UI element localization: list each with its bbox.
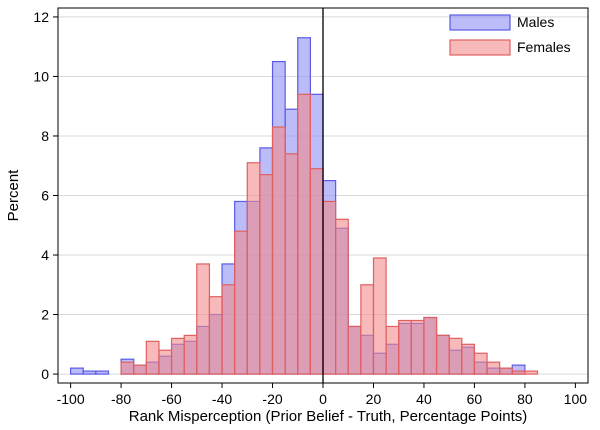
x-tick-label: 80 xyxy=(517,391,533,407)
bar-females xyxy=(335,218,349,375)
bar-males xyxy=(95,370,110,375)
y-tick-label: 6 xyxy=(41,188,49,204)
bar-females xyxy=(423,316,438,375)
y-tick-label: 2 xyxy=(41,307,49,323)
bar-females xyxy=(133,364,147,375)
bar-females xyxy=(524,370,539,375)
bar-females xyxy=(145,340,160,375)
x-tick-label: -60 xyxy=(161,391,181,407)
legend: Males Females xyxy=(449,14,571,56)
bar-females xyxy=(284,153,299,375)
x-axis-title: Rank Misperception (Prior Belief - Truth… xyxy=(129,408,528,425)
legend-swatch-males xyxy=(449,14,511,31)
bar-females xyxy=(183,334,198,375)
x-tick-label: 60 xyxy=(467,391,483,407)
x-tick-label: -40 xyxy=(212,391,232,407)
bar-females xyxy=(309,168,324,375)
y-tick-label: 10 xyxy=(33,68,49,84)
legend-swatch-females xyxy=(449,39,511,56)
y-tick-label: 4 xyxy=(41,247,49,263)
legend-label-females: Females xyxy=(517,39,571,55)
bar-females xyxy=(208,296,223,375)
bar-females xyxy=(234,230,248,375)
bar-females xyxy=(385,325,400,375)
x-tick-label: 20 xyxy=(366,391,382,407)
x-tick-label: 0 xyxy=(319,391,327,407)
bar-females xyxy=(410,319,425,375)
bar-females xyxy=(473,352,488,375)
bar-females xyxy=(360,284,375,375)
bar-females xyxy=(322,200,337,375)
x-tick-label: -20 xyxy=(262,391,282,407)
bar-females xyxy=(398,319,412,375)
bar-females xyxy=(347,325,362,375)
x-tick-label: 40 xyxy=(416,391,432,407)
y-tick-label: 0 xyxy=(41,366,49,382)
x-tick-label: -100 xyxy=(57,391,85,407)
bar-females xyxy=(259,174,274,375)
bar-males xyxy=(82,370,97,375)
legend-label-males: Males xyxy=(517,14,554,30)
y-tick-label: 12 xyxy=(33,9,49,25)
bar-females xyxy=(448,337,463,375)
x-tick-label: -80 xyxy=(111,391,131,407)
bar-females xyxy=(246,162,261,375)
bar-males xyxy=(70,367,84,375)
y-tick-label: 8 xyxy=(41,128,49,144)
bar-females xyxy=(499,367,513,375)
y-axis-title: Percent xyxy=(5,169,22,222)
bar-females xyxy=(372,257,387,375)
histogram-bars xyxy=(70,37,539,375)
bar-females xyxy=(297,93,311,375)
bar-females xyxy=(486,361,501,375)
bar-females xyxy=(196,263,211,375)
axes: -100 -80 -60 -40 -20 0 20 40 60 80 100 0 2 4 6 8 10 12 xyxy=(33,7,589,407)
bar-females xyxy=(120,361,135,375)
x-tick-label: 100 xyxy=(564,391,588,407)
bar-females xyxy=(271,126,286,375)
bar-females xyxy=(461,343,476,375)
bar-females xyxy=(221,284,236,375)
bar-females xyxy=(158,349,173,375)
bar-females xyxy=(435,334,450,375)
bar-females xyxy=(511,370,526,375)
bar-females xyxy=(170,337,185,375)
